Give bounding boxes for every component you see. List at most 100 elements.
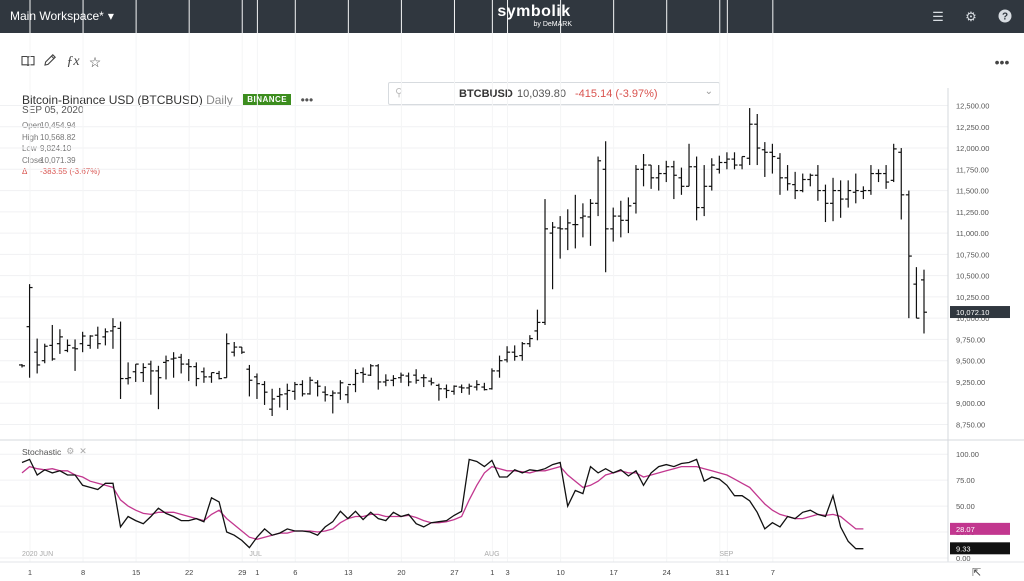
star-icon[interactable]: ☆: [88, 54, 102, 70]
ohlc-value: 10,071.39: [40, 155, 76, 165]
expand-icon[interactable]: ⇱: [972, 567, 982, 579]
workspace-selector[interactable]: Main Workspace* ▾: [10, 9, 114, 23]
ohlc-bar: [852, 173, 859, 204]
ohlc-bar: [549, 222, 556, 290]
time-tick-label: 24: [663, 568, 671, 577]
ohlc-bar: [754, 114, 761, 166]
price-tick-label: 11,500.00: [956, 187, 989, 196]
time-tick-label: 29: [238, 568, 246, 577]
ohlc-bar: [435, 383, 442, 401]
ohlc-row: Δ -383.55 (-3.67%): [22, 166, 100, 178]
ohlc-bar: [746, 108, 753, 166]
more-options-icon[interactable]: •••: [994, 54, 1010, 70]
symbol-change: -415.14 (-3.97%): [575, 87, 658, 100]
symbol-search[interactable]: ⚲ BTCBUSD 10,039.80 -415.14 (-3.97%) ⌄: [388, 82, 720, 105]
ohlc-bar: [314, 380, 321, 397]
ohlc-bar: [200, 367, 207, 383]
ohlc-bar: [678, 167, 685, 195]
study-label: Stochastic ⚙ ✕: [22, 446, 87, 457]
exchange-badge: BINANCE: [243, 94, 292, 106]
chart-menu-icon[interactable]: •••: [300, 92, 314, 107]
symbol-ticker: BTCBUSD: [459, 87, 513, 100]
ohlc-bar: [170, 352, 177, 378]
ohlc-bar: [837, 180, 844, 218]
close-icon[interactable]: ✕: [79, 446, 87, 456]
time-tick-label: 17: [609, 568, 617, 577]
ohlc-key: High: [22, 132, 39, 142]
ohlc-bar: [542, 199, 549, 325]
ohlc-bar: [526, 335, 533, 348]
time-tick-label: 22: [185, 568, 193, 577]
ohlc-row: Open10,454.94: [22, 120, 100, 132]
ohlc-bar: [883, 165, 890, 189]
instrument-name: Bitcoin-Binance USD (BTCBUSD): [22, 93, 203, 107]
time-tick-label: 8: [81, 568, 85, 577]
ohlc-bar: [587, 199, 594, 246]
ohlc-bar: [397, 372, 404, 383]
ohlc-bar: [761, 142, 768, 177]
ohlc-bar: [822, 184, 829, 223]
last-price-badge: [950, 306, 1010, 319]
ohlc-bar: [686, 143, 693, 187]
ohlc-bar: [890, 143, 897, 183]
ohlc-key: Close: [22, 155, 43, 165]
chevron-down-icon[interactable]: ⌄: [704, 86, 713, 97]
function-icon[interactable]: ƒx: [66, 54, 80, 69]
gear-icon[interactable]: ⚙: [965, 9, 977, 24]
ohlc-bar: [253, 373, 260, 399]
ohlc-value: 9,824.10: [40, 144, 72, 153]
ohlc-bar: [617, 200, 624, 238]
chart-title: Bitcoin-Binance USD (BTCBUSD) Daily: [22, 93, 233, 107]
ohlc-bar: [496, 355, 503, 378]
ohlc-bar: [276, 387, 283, 408]
ohlc-bar: [163, 355, 170, 380]
price-tick-label: 11,250.00: [956, 208, 989, 217]
ohlc-bar: [41, 343, 48, 364]
price-tick-label: 12,000.00: [956, 144, 989, 153]
help-icon[interactable]: ?: [997, 9, 1013, 25]
ohlc-bar: [799, 173, 806, 193]
ohlc-bar: [49, 324, 56, 361]
chevron-down-icon: ▾: [107, 9, 114, 23]
pencil-icon[interactable]: [41, 53, 59, 71]
ohlc-bar: [94, 326, 101, 349]
app-logo: symbolik by DeMARK: [494, 4, 574, 29]
time-tick-label: 15: [132, 568, 140, 577]
ohlc-bar: [784, 165, 791, 191]
ohlc-bar: [405, 372, 412, 387]
ohlc-bar: [845, 180, 852, 208]
stoch-k-value: 9.33: [956, 544, 971, 553]
time-tick-label: 27: [450, 568, 458, 577]
chart-toolbar: ƒx ☆ ⚲ BTCBUSD 10,039.80 -415.14 (-3.97%…: [0, 33, 1024, 105]
ohlc-bar: [64, 339, 71, 353]
ohlc-bar: [640, 153, 647, 187]
ohlc-bar: [216, 370, 223, 380]
ohlc-bar: [26, 284, 33, 378]
price-tick-label: 10,000.00: [956, 314, 989, 323]
price-tick-label: 10,750.00: [956, 250, 989, 259]
month-label: 2020 JUN: [22, 551, 53, 558]
gear-icon[interactable]: ⚙: [66, 446, 75, 456]
stoch-k-badge: [950, 542, 1010, 555]
ohlc-bar: [307, 376, 314, 395]
month-label: SEP: [719, 551, 733, 558]
ohlc-bar: [443, 384, 450, 399]
time-tick-label: 1: [490, 568, 494, 577]
ohlc-bar: [261, 381, 268, 405]
ohlc-bar: [34, 338, 41, 374]
ohlc-bar: [223, 333, 230, 379]
ohlc-bar: [701, 165, 708, 217]
ohlc-bar: [269, 388, 276, 416]
last-price-label: 10,072.10: [956, 308, 989, 317]
book-icon[interactable]: [19, 53, 37, 71]
ohlc-value: 10,454.94: [40, 121, 76, 130]
ohlc-bar: [716, 155, 723, 174]
ohlc-bar: [595, 156, 602, 217]
ohlc-bar: [579, 203, 586, 238]
ohlc-bar: [670, 160, 677, 200]
stoch-tick-label: 25.00: [956, 528, 975, 537]
ohlc-bar: [814, 165, 821, 201]
ohlc-bar: [534, 309, 541, 341]
stoch-d-badge: [950, 522, 1010, 535]
list-icon[interactable]: ☰: [932, 9, 944, 24]
